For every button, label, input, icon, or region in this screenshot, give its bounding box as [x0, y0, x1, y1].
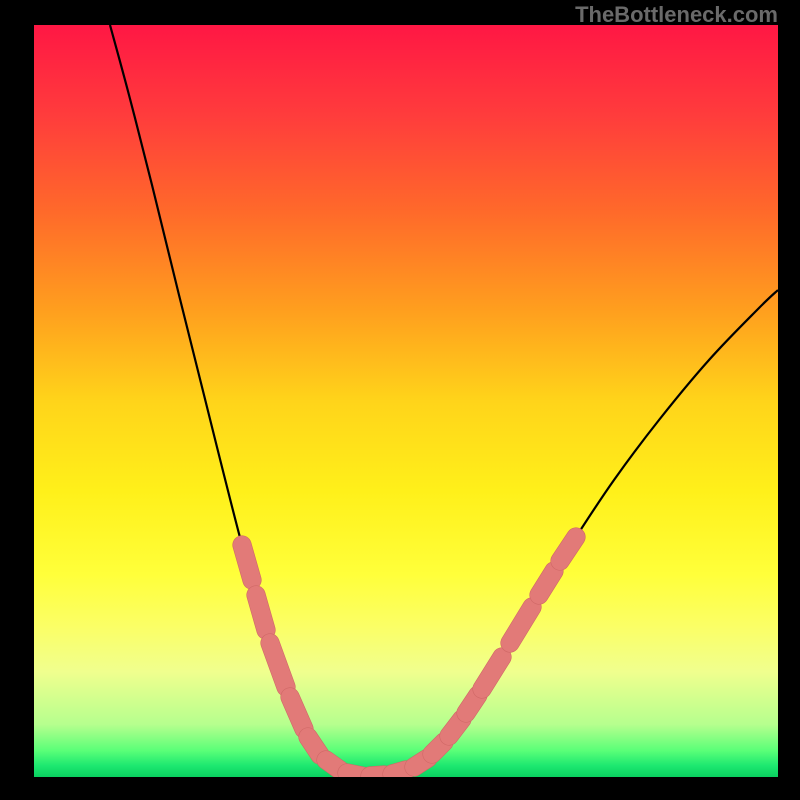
marker-capsule	[539, 571, 554, 595]
gradient-background	[34, 25, 778, 777]
marker-capsule	[370, 775, 384, 776]
marker-capsule	[290, 697, 304, 729]
marker-capsule	[256, 595, 266, 630]
marker-capsule	[466, 695, 478, 713]
chart-svg	[34, 25, 778, 777]
marker-capsule	[308, 737, 320, 755]
marker-capsule	[432, 742, 444, 754]
plot-area	[34, 25, 778, 777]
marker-capsule	[449, 719, 462, 736]
marker-capsule	[242, 545, 252, 580]
chart-container: TheBottleneck.com	[0, 0, 800, 800]
watermark-text: TheBottleneck.com	[575, 2, 778, 28]
marker-capsule	[326, 760, 340, 770]
marker-capsule	[392, 770, 406, 774]
marker-capsule	[347, 773, 362, 776]
